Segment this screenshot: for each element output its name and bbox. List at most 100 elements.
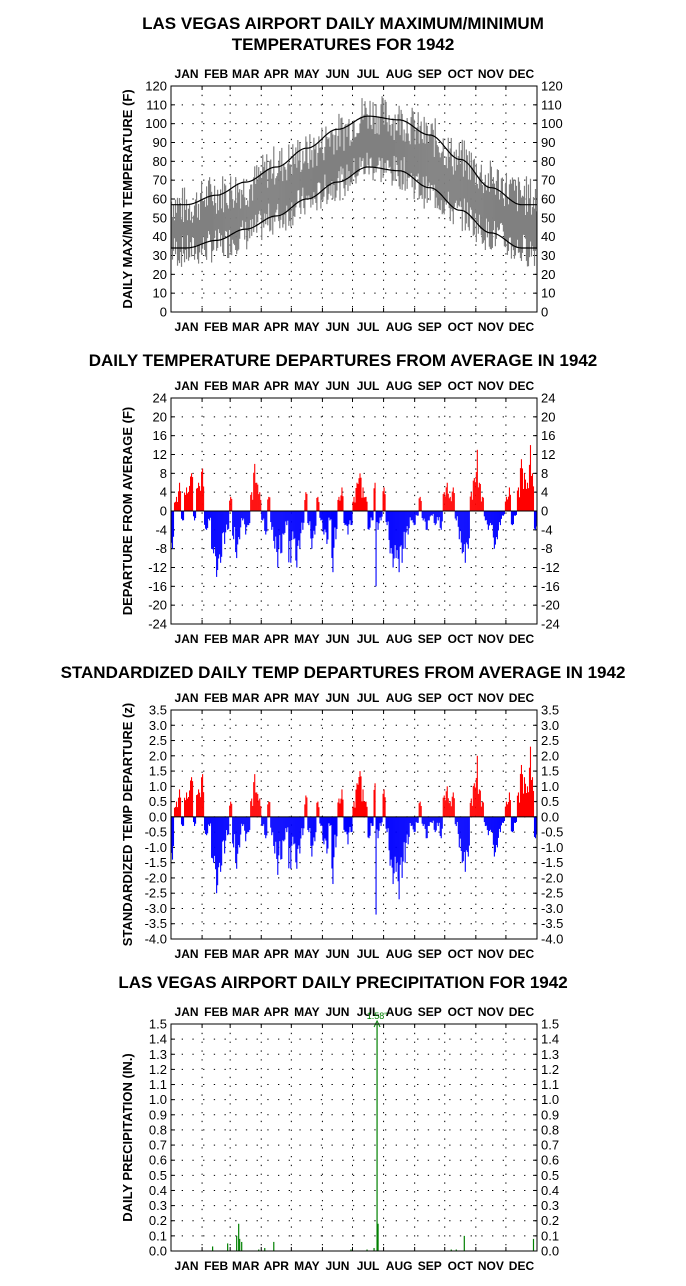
- precip-month-label-bottom: JUL: [357, 1259, 380, 1273]
- standardized-ytick-label-left: -1.0: [145, 840, 167, 855]
- precip-ytick-label-right: 0.5: [541, 1168, 559, 1183]
- precip-ytick-label-left: 0.6: [149, 1153, 167, 1168]
- precip-month-label-bottom: DEC: [509, 1259, 535, 1273]
- departures-month-label-bottom: MAR: [232, 632, 260, 646]
- precip-ytick-label-right: 1.4: [541, 1032, 559, 1047]
- standardized-month-label-top: MAR: [232, 691, 260, 705]
- temps-ytick-label-right: 90: [541, 135, 555, 150]
- precip-ytick-label-left: 0.5: [149, 1168, 167, 1183]
- precip-ytick-label-left: 1.4: [149, 1032, 167, 1047]
- precip-ytick-label-right: 0.8: [541, 1122, 559, 1137]
- standardized-ytick-label-left: 3.0: [149, 718, 167, 733]
- departures-month-label-bottom: OCT: [448, 632, 474, 646]
- precip-month-label-bottom: SEP: [418, 1259, 442, 1273]
- precip-month-label-top: JUN: [325, 1005, 349, 1019]
- departures-month-label-bottom: MAY: [294, 632, 320, 646]
- precip-month-label-top: FEB: [204, 1005, 228, 1019]
- standardized-month-label-top: AUG: [386, 691, 413, 705]
- precip-ytick-label-right: 0.3: [541, 1198, 559, 1213]
- departures-ytick-label-right: -8: [541, 541, 553, 556]
- standardized-ytick-label-right: -3.5: [541, 916, 563, 931]
- departures-month-label-top: NOV: [478, 379, 504, 393]
- precip-month-label-bottom: FEB: [204, 1259, 228, 1273]
- standardized-ytick-label-right: -1.5: [541, 855, 563, 870]
- precip-ytick-label-left: 0.9: [149, 1107, 167, 1122]
- departures-month-label-bottom: JAN: [175, 632, 199, 646]
- standardized-ytick-label-right: -4.0: [541, 932, 563, 947]
- departures-ytick-label-left: -24: [148, 617, 167, 632]
- standardized-ytick-label-left: 2.5: [149, 733, 167, 748]
- departures-ytick-label-left: -20: [148, 598, 167, 613]
- temps-ytick-label-right: 50: [541, 210, 555, 225]
- precip-month-label-top: JUL: [357, 1005, 380, 1019]
- temps-ytick-label-right: 40: [541, 229, 555, 244]
- standardized-month-label-bottom: SEP: [418, 947, 442, 961]
- precip-month-label-bottom: MAY: [294, 1259, 320, 1273]
- standardized-month-label-bottom: JAN: [175, 947, 199, 961]
- departures-y-axis-label: DEPARTURE FROM AVERAGE (F): [120, 407, 135, 615]
- departures-month-label-bottom: DEC: [509, 632, 535, 646]
- temps-ytick-label-right: 120: [541, 79, 563, 94]
- precip-month-label-top: SEP: [418, 1005, 442, 1019]
- temps-ytick-label-right: 100: [541, 116, 563, 131]
- precip-offscale-marker: [373, 1019, 381, 1028]
- temps-month-label-bottom: NOV: [478, 320, 504, 334]
- temps-ytick-label-right: 0: [541, 305, 548, 320]
- departures-month-label-bottom: JUL: [357, 632, 380, 646]
- precip-ytick-label-left: 0.4: [149, 1183, 167, 1198]
- departures-ytick-label-right: 0: [541, 504, 548, 519]
- normal-min-line: [171, 166, 537, 249]
- departures-month-label-bottom: NOV: [478, 632, 504, 646]
- standardized-ytick-label-left: 2.0: [149, 748, 167, 763]
- departures-plot-frame: [170, 397, 538, 625]
- standardized-ytick-label-left: 0.0: [149, 809, 167, 824]
- standardized-ytick-label-right: 1.0: [541, 779, 559, 794]
- precip-ytick-label-right: 0.6: [541, 1153, 559, 1168]
- precip-month-label-bottom: AUG: [386, 1259, 413, 1273]
- temps-ytick-label-left: 30: [153, 248, 167, 263]
- standardized-month-label-top: JUL: [357, 691, 380, 705]
- temps-ytick-label-left: 20: [153, 267, 167, 282]
- standardized-ytick-label-left: -4.0: [145, 932, 167, 947]
- departures-ytick-label-left: 8: [160, 466, 167, 481]
- temps-ytick-label-right: 10: [541, 286, 555, 301]
- temps-month-label-bottom: JUL: [357, 320, 380, 334]
- departures-ytick-label-right: 16: [541, 428, 555, 443]
- departures-ytick-label-right: 4: [541, 485, 548, 500]
- standardized-panel: -4.0 -4.0-3.5 -3.5-3.0 -3.0-2.5 -2.5-2.0 -2.0…: [120, 691, 563, 961]
- temps-month-label-top: JAN: [175, 67, 199, 81]
- precip-ytick-label-left: 0.3: [149, 1198, 167, 1213]
- departures-ytick-label-left: 0: [160, 504, 167, 519]
- departures-ytick-label-right: -16: [541, 579, 560, 594]
- departures-month-label-top: SEP: [418, 379, 442, 393]
- standardized-ytick-label-right: -2.0: [541, 870, 563, 885]
- departures-ytick-label-right: -4: [541, 522, 553, 537]
- precip-ytick-label-left: 0.2: [149, 1213, 167, 1228]
- temps-month-label-top: JUN: [325, 67, 349, 81]
- temps-month-label-top: MAY: [294, 67, 320, 81]
- normal-max-line: [171, 115, 537, 206]
- precip-ytick-label-right: 0.0: [541, 1244, 559, 1259]
- temps-ytick-label-right: 80: [541, 154, 555, 169]
- departures-panel: -24 -24 -20 -20 -16 -16 -12 -12 -8 -8 -4 -4 0 0 4 4 8 8 12…: [120, 379, 560, 646]
- standardized-ytick-label-left: -1.5: [145, 855, 167, 870]
- departures-ytick-label-left: 4: [160, 485, 167, 500]
- precip-ytick-label-left: 0.0: [149, 1244, 167, 1259]
- temps-month-label-bottom: SEP: [418, 320, 442, 334]
- temps-ytick-label-left: 60: [153, 192, 167, 207]
- temps-month-label-bottom: JUN: [325, 320, 349, 334]
- precip-title: LAS VEGAS AIRPORT DAILY PRECIPITATION FO…: [118, 973, 568, 992]
- standardized-ytick-label-left: -0.5: [145, 825, 167, 840]
- standardized-ytick-label-right: 2.5: [541, 733, 559, 748]
- precip-ytick-label-left: 1.2: [149, 1062, 167, 1077]
- standardized-y-axis-label: STANDARDIZED TEMP DEPARTURE (z): [120, 703, 135, 946]
- precip-month-label-bottom: MAR: [232, 1259, 260, 1273]
- precip-ytick-label-left: 1.0: [149, 1092, 167, 1107]
- departures-ytick-label-right: 20: [541, 409, 555, 424]
- standardized-ytick-label-right: 2.0: [541, 748, 559, 763]
- standardized-ytick-label-left: -3.0: [145, 901, 167, 916]
- departures-ytick-label-left: -12: [148, 560, 167, 575]
- standardized-month-label-bottom: NOV: [478, 947, 504, 961]
- standardized-ytick-label-right: 0.5: [541, 794, 559, 809]
- temps-ytick-label-right: 30: [541, 248, 555, 263]
